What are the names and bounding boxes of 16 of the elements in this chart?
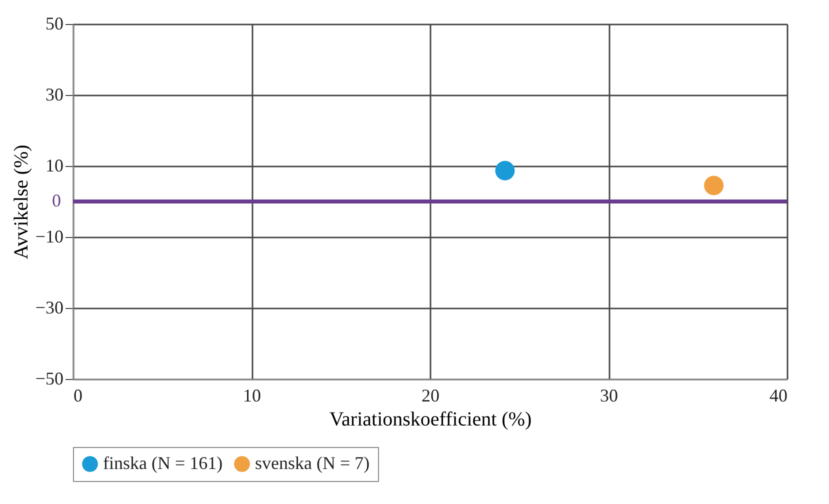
y-tick-label: −10	[35, 226, 64, 246]
legend-label: finska (N = 161)	[103, 453, 223, 473]
x-axis-title: Variationskoefficient (%)	[329, 408, 532, 430]
y-tick-label: 10	[46, 156, 64, 176]
y-tick-label: −50	[35, 368, 64, 388]
x-tick-label: 10	[243, 386, 261, 406]
y-axis-title: Avvikelse (%)	[10, 144, 32, 260]
x-tick-label: 40	[770, 386, 788, 406]
x-tick-label: 0	[74, 386, 82, 406]
y-tick-label: −30	[35, 298, 64, 318]
ref-line-label: 0	[52, 190, 61, 210]
y-tick-label: 50	[46, 14, 64, 34]
legend-label: svenska (N = 7)	[255, 453, 370, 473]
x-tick-label: 20	[422, 386, 440, 406]
x-tick-label: 30	[600, 386, 618, 406]
y-tick-label: 30	[46, 84, 64, 104]
